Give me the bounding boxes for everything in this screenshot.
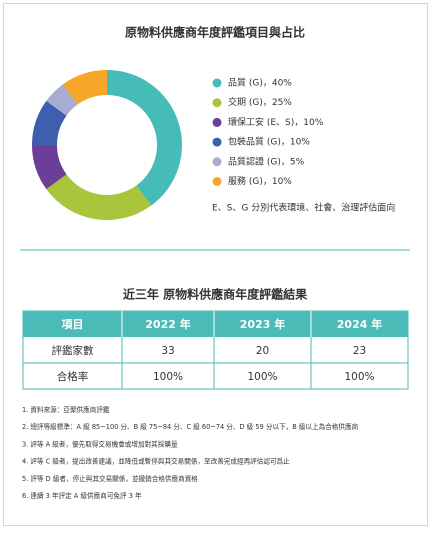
frame xyxy=(3,3,428,526)
legend-swatch xyxy=(212,78,222,88)
table-header-bg xyxy=(23,311,408,337)
table-cell: 評鑑家數 xyxy=(52,344,94,357)
legend-swatch xyxy=(212,177,222,186)
donut-slice xyxy=(46,174,152,220)
legend-label: 交期 (G)，25% xyxy=(228,96,292,108)
legend-label: 品質 (G)，40% xyxy=(228,77,292,89)
legend-swatch xyxy=(212,137,222,147)
note: 3. 評等 A 級者，優先取得交易機會或增加對其採購量 xyxy=(22,439,178,448)
legend-label: 服務 (G)，10% xyxy=(228,175,292,187)
legend-label: 環保工安 (E、S)，10% xyxy=(228,116,324,128)
table-header-cell: 2023 年 xyxy=(240,317,285,331)
table-cell: 100% xyxy=(344,371,374,383)
legend-swatch xyxy=(212,98,222,108)
table-cell: 23 xyxy=(353,345,366,357)
note: 2. 總評等級標準：A 級 85~100 分、B 級 75~84 分、C 級 6… xyxy=(22,422,359,431)
table-header-cell: 2024 年 xyxy=(337,317,382,331)
donut-slice xyxy=(32,145,67,190)
note: 5. 評等 D 級者，停止與其交易關係，並撤銷合格供應商資格 xyxy=(22,474,198,483)
donut-slice xyxy=(62,70,107,105)
legend-label: 包裝品質 (G)，10% xyxy=(228,136,310,148)
note: 4. 評等 C 級者，提出改善建議，並降低或暫停與其交易關係，至改善完成經再評估… xyxy=(22,457,290,466)
donut-slice xyxy=(46,84,78,116)
table-cell: 20 xyxy=(256,345,269,357)
table-border xyxy=(22,310,409,390)
table-cell: 33 xyxy=(161,345,174,357)
table-title: 近三年 原物料供應商年度評鑑結果 xyxy=(123,287,307,302)
chart-title: 原物料供應商年度評鑑項目與占比 xyxy=(125,25,305,40)
legend-label: 品質認證 (G)，5% xyxy=(228,155,305,167)
chart-note: E、S、G 分別代表環境、社會、治理評估面向 xyxy=(212,202,395,214)
table-cell: 100% xyxy=(247,371,277,383)
note: 6. 連續 3 年評定 A 級供應商可免評 3 年 xyxy=(22,491,142,500)
legend-swatch xyxy=(212,157,222,167)
table-header-cell: 2022 年 xyxy=(145,317,190,331)
donut-slice xyxy=(32,100,67,145)
table-cell: 合格率 xyxy=(57,370,89,383)
table-header-cell: 項目 xyxy=(62,318,84,331)
note: 1. 資料來源：亞聚供應商評鑑 xyxy=(22,405,110,414)
legend-swatch xyxy=(212,117,222,127)
table-cell: 100% xyxy=(153,371,183,383)
donut-slice xyxy=(107,70,182,206)
